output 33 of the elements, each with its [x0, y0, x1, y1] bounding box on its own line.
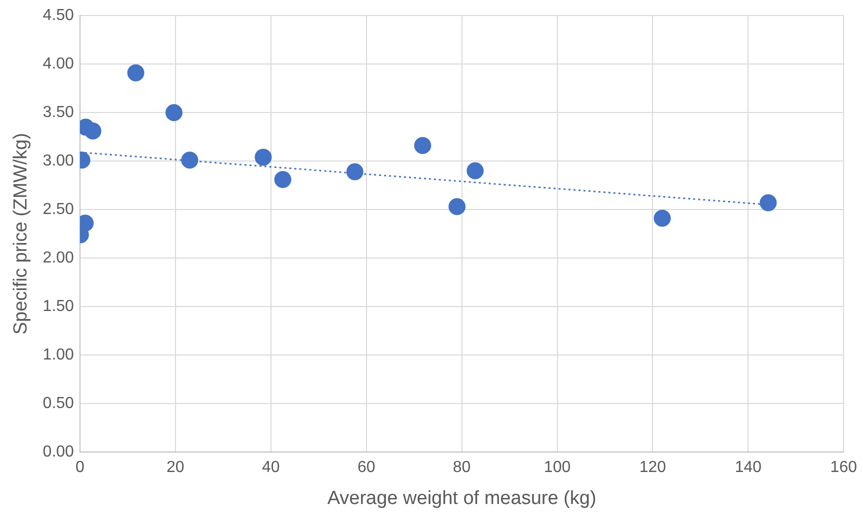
point — [654, 210, 671, 227]
x-tick-label: 100 — [544, 459, 571, 476]
x-tick-label: 120 — [639, 459, 666, 476]
y-tick-label: 3.00 — [42, 152, 74, 170]
y-tick-label: 2.50 — [42, 200, 74, 218]
x-tick-label: 160 — [830, 459, 858, 476]
point — [84, 122, 102, 140]
point — [448, 198, 466, 216]
y-tick-label: 4.00 — [42, 55, 74, 72]
point — [760, 194, 777, 212]
y-axis-title: Specific price (ZMW/kg) — [10, 132, 32, 335]
y-tick-label: 0.50 — [42, 394, 74, 412]
x-axis-title: Average weight of measure (kg) — [327, 488, 596, 509]
x-tick-label: 60 — [357, 459, 376, 476]
x-tick-label: 140 — [734, 459, 762, 476]
point — [274, 170, 292, 188]
x-tick-label: 20 — [166, 459, 184, 476]
point — [346, 163, 364, 180]
point — [254, 148, 272, 166]
y-tick-label: 0.00 — [42, 443, 74, 460]
x-tick-label: 40 — [262, 459, 280, 476]
x-tick-label: 0 — [75, 459, 84, 476]
y-tick-label: 2.00 — [42, 249, 74, 266]
y-tick-label: 1.00 — [42, 346, 74, 364]
point — [181, 152, 198, 169]
point — [414, 137, 432, 154]
point — [165, 104, 182, 122]
x-tick-label: 80 — [452, 459, 471, 476]
y-tick-label: 4.50 — [42, 7, 74, 24]
point — [466, 162, 484, 180]
y-tick-label: 3.50 — [42, 104, 74, 121]
point — [127, 64, 144, 82]
y-tick-label: 1.50 — [42, 298, 74, 315]
